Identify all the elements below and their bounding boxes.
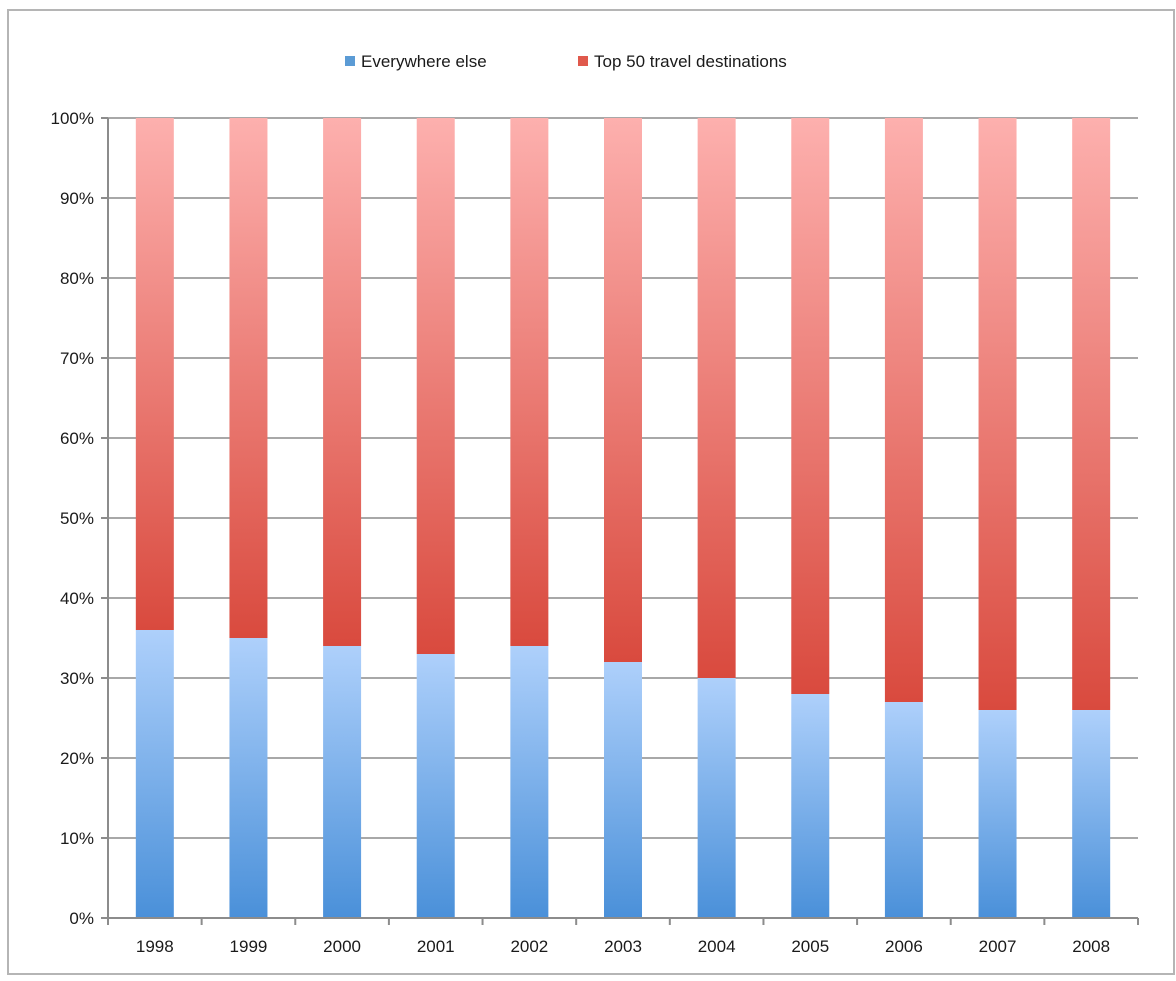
x-tick-label: 2002 xyxy=(510,937,548,956)
x-tick-label: 2003 xyxy=(604,937,642,956)
bar-top-50-destinations xyxy=(323,118,362,646)
bar-top-50-destinations xyxy=(604,118,642,662)
x-tick-label: 2000 xyxy=(323,937,361,956)
bar-everywhere-else xyxy=(229,638,268,918)
x-tick-label: 2006 xyxy=(885,937,923,956)
bar-everywhere-else xyxy=(416,654,455,918)
bar-everywhere-else xyxy=(510,646,549,918)
y-tick-label: 90% xyxy=(60,189,94,208)
bar-everywhere-else xyxy=(791,694,830,918)
legend-label: Everywhere else xyxy=(361,52,487,71)
legend-swatch xyxy=(578,56,588,66)
bar-top-50-destinations xyxy=(1072,118,1111,710)
y-tick-label: 40% xyxy=(60,589,94,608)
bar-top-50-destinations xyxy=(697,118,736,678)
bar-everywhere-else xyxy=(323,646,362,918)
y-tick-label: 0% xyxy=(69,909,94,928)
bar-everywhere-else xyxy=(978,710,1017,918)
bar-top-50-destinations xyxy=(791,118,830,694)
bar-everywhere-else xyxy=(135,630,174,918)
x-tick-label: 2008 xyxy=(1072,937,1110,956)
bar-top-50-destinations xyxy=(510,118,549,646)
bar-top-50-destinations xyxy=(978,118,1017,710)
bar-everywhere-else xyxy=(697,678,736,918)
bar-everywhere-else xyxy=(884,702,923,918)
bar-top-50-destinations xyxy=(416,118,455,654)
y-tick-label: 10% xyxy=(60,829,94,848)
x-tick-label: 1998 xyxy=(136,937,174,956)
axes: 0% 10% 20% 30% 40% 50% 60% 70% 80% 90% 100% 1998 199… xyxy=(51,109,1139,956)
x-tick-label: 2004 xyxy=(698,937,736,956)
y-tick-label: 60% xyxy=(60,429,94,448)
bars xyxy=(135,118,1111,918)
y-tick-label: 20% xyxy=(60,749,94,768)
legend: Everywhere else Top 50 travel destination… xyxy=(345,52,787,71)
bar-top-50-destinations xyxy=(884,118,923,702)
y-tick-label: 50% xyxy=(60,509,94,528)
x-tick-label: 1999 xyxy=(230,937,268,956)
y-tick-label: 100% xyxy=(51,109,94,128)
y-tick-label: 80% xyxy=(60,269,94,288)
y-tick-label: 30% xyxy=(60,669,94,688)
bar-top-50-destinations xyxy=(229,118,268,638)
bar-everywhere-else xyxy=(604,662,642,918)
x-tick-label: 2007 xyxy=(979,937,1017,956)
bar-everywhere-else xyxy=(1072,710,1111,918)
y-tick-label: 70% xyxy=(60,349,94,368)
legend-label: Top 50 travel destinations xyxy=(594,52,787,71)
x-tick-label: 2001 xyxy=(417,937,455,956)
legend-swatch xyxy=(345,56,355,66)
bar-top-50-destinations xyxy=(135,118,174,630)
x-tick-label: 2005 xyxy=(791,937,829,956)
